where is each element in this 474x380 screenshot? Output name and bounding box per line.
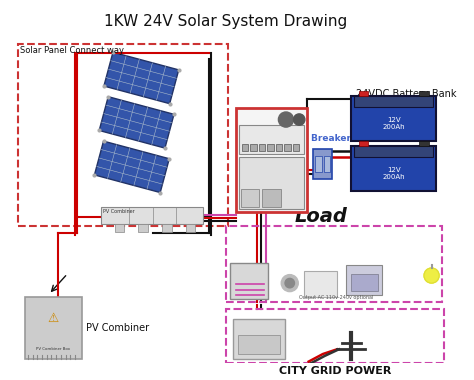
Circle shape	[281, 275, 298, 291]
Text: Solar Panel Connect way: Solar Panel Connect way	[20, 46, 124, 55]
FancyBboxPatch shape	[239, 157, 304, 209]
FancyBboxPatch shape	[304, 271, 337, 297]
FancyBboxPatch shape	[275, 144, 282, 151]
FancyBboxPatch shape	[359, 141, 368, 146]
FancyBboxPatch shape	[138, 225, 148, 232]
Text: Output AC 110v-240v optional: Output AC 110v-240v optional	[299, 295, 373, 300]
FancyBboxPatch shape	[241, 188, 259, 207]
FancyBboxPatch shape	[315, 157, 322, 171]
Text: ⚠: ⚠	[48, 312, 59, 325]
FancyBboxPatch shape	[230, 263, 268, 299]
FancyBboxPatch shape	[354, 96, 433, 107]
Polygon shape	[99, 97, 174, 148]
FancyBboxPatch shape	[242, 144, 248, 151]
Text: 1KW 24V Solar System Drawing: 1KW 24V Solar System Drawing	[104, 14, 347, 28]
FancyBboxPatch shape	[25, 297, 82, 359]
Polygon shape	[94, 141, 169, 193]
FancyBboxPatch shape	[359, 91, 368, 96]
FancyBboxPatch shape	[354, 146, 433, 157]
FancyBboxPatch shape	[313, 149, 332, 179]
FancyBboxPatch shape	[351, 96, 436, 141]
FancyBboxPatch shape	[262, 188, 281, 207]
FancyBboxPatch shape	[186, 225, 195, 232]
FancyBboxPatch shape	[419, 91, 428, 96]
Text: 24VDC Battery Bank: 24VDC Battery Bank	[356, 89, 456, 99]
Circle shape	[285, 279, 294, 288]
Circle shape	[424, 268, 439, 283]
Text: 2P Breaker: 2P Breaker	[295, 134, 351, 143]
FancyBboxPatch shape	[419, 141, 428, 146]
Text: CITY GRID POWER: CITY GRID POWER	[279, 366, 392, 376]
Circle shape	[278, 112, 293, 127]
FancyBboxPatch shape	[236, 108, 307, 212]
FancyBboxPatch shape	[292, 144, 299, 151]
FancyBboxPatch shape	[115, 225, 124, 232]
FancyBboxPatch shape	[239, 125, 304, 154]
FancyBboxPatch shape	[250, 144, 256, 151]
Text: PV Combiner: PV Combiner	[102, 209, 134, 214]
FancyBboxPatch shape	[258, 144, 265, 151]
Text: Load: Load	[294, 207, 347, 226]
FancyBboxPatch shape	[267, 144, 273, 151]
FancyBboxPatch shape	[346, 265, 383, 295]
FancyBboxPatch shape	[162, 225, 172, 232]
FancyBboxPatch shape	[351, 274, 378, 291]
Text: 12V
200Ah: 12V 200Ah	[383, 167, 405, 180]
FancyBboxPatch shape	[324, 157, 330, 171]
FancyBboxPatch shape	[100, 207, 203, 225]
FancyBboxPatch shape	[351, 146, 436, 192]
FancyBboxPatch shape	[233, 319, 285, 359]
Text: PV Combiner Box: PV Combiner Box	[36, 347, 70, 351]
FancyBboxPatch shape	[238, 335, 280, 354]
Text: PV Combiner: PV Combiner	[86, 323, 150, 334]
Text: 12V
200Ah: 12V 200Ah	[383, 117, 405, 130]
Circle shape	[293, 114, 305, 125]
Polygon shape	[104, 52, 179, 104]
FancyBboxPatch shape	[284, 144, 291, 151]
